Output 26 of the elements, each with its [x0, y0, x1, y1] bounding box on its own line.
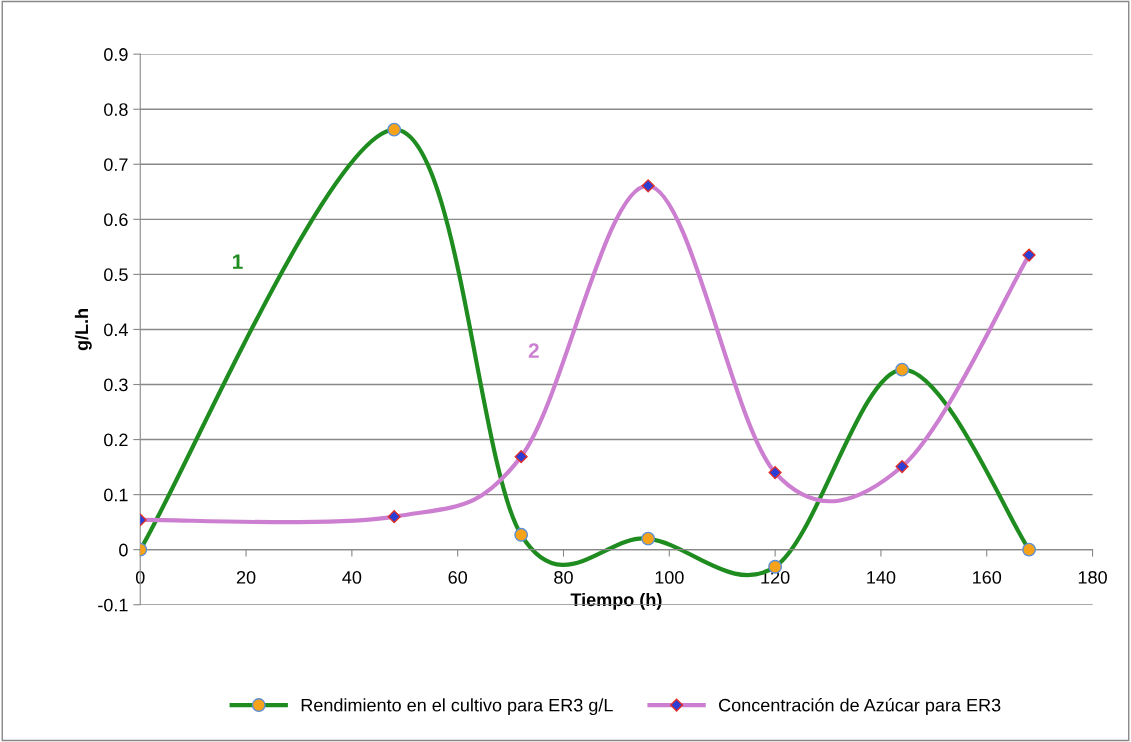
y-tick-label: 0.6 — [104, 213, 128, 227]
x-tick-label: 140 — [867, 570, 896, 584]
y-tick-label: -0.1 — [98, 598, 128, 612]
x-tick-label: 160 — [973, 570, 1002, 584]
x-tick-label: 60 — [448, 570, 468, 584]
y-tick-label: 0.5 — [104, 268, 128, 282]
y-tick-label: 0.4 — [104, 323, 128, 337]
x-tick-label: 100 — [655, 570, 684, 584]
y-axis-title: g/L.h — [74, 309, 92, 351]
x-axis-title: Tiempo (h) — [570, 592, 662, 610]
y-tick-label: 0.8 — [104, 103, 128, 116]
annotation: 1 — [233, 254, 243, 269]
legend-label: Concentración de Azúcar para ER3 — [719, 698, 1001, 716]
x-tick-label: 20 — [236, 570, 256, 584]
x-tick-label: 0 — [135, 570, 145, 584]
x-tick-label: 40 — [342, 570, 362, 584]
y-tick-label: 0.7 — [104, 158, 128, 171]
y-tick-label: 0.9 — [104, 48, 128, 61]
x-tick-label: 180 — [1078, 570, 1107, 584]
annotation: 2 — [528, 343, 539, 358]
y-tick-label: 0.2 — [104, 433, 128, 447]
y-tick-label: 0.3 — [104, 378, 128, 392]
y-tick-label: 0.1 — [104, 488, 128, 502]
legend-label: Rendimiento en el cultivo para ER3 g/L — [301, 698, 613, 716]
x-tick-label: 80 — [554, 570, 573, 584]
y-tick-label: 0 — [119, 543, 128, 557]
